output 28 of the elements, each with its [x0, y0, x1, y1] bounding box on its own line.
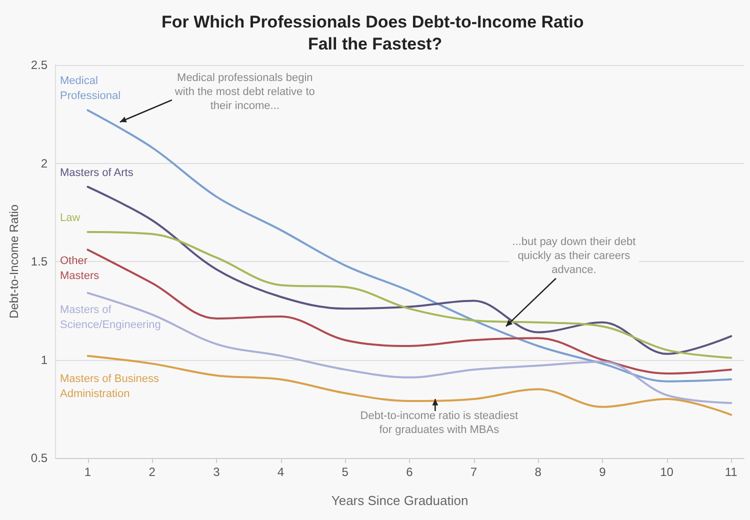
y-tick-label: 2 [40, 156, 48, 170]
y-tick-label: 0.5 [30, 451, 48, 465]
annotation: Medical professionals begin with the most debt relative to their income... [170, 70, 320, 113]
x-tick-label: 2 [148, 465, 156, 479]
x-tick-label: 4 [277, 465, 284, 479]
series-label: Medical Professional [60, 74, 122, 104]
x-tick-label: 11 [724, 465, 738, 479]
chart-title: For Which Professionals Does Debt-to-Income Ratio Fall the Fastest? [162, 12, 588, 54]
y-tick-label: 1 [40, 352, 48, 367]
series-label: Law [60, 211, 80, 226]
series-label: Other Masters [60, 254, 100, 284]
series-label: Masters of Science/Engineering [60, 302, 162, 333]
series-label: Masters of Business Administration [60, 372, 160, 402]
x-tick-label: 6 [406, 465, 414, 479]
x-tick-label: 9 [599, 465, 606, 479]
x-tick-label: 1 [84, 465, 92, 479]
annotation: ...but pay down their debt quickly as their careers advance. [508, 235, 639, 278]
x-axis-title: Years Since Graduation [331, 493, 468, 508]
x-tick-label: 10 [660, 465, 674, 479]
x-tick-label: 8 [534, 465, 542, 479]
x-tick-label: 5 [342, 465, 349, 479]
y-tick-label: 2.5 [30, 58, 48, 72]
y-axis-title: Debt-to-Income Ratio [7, 204, 21, 319]
y-tick-label: 1.5 [30, 254, 48, 268]
annotation: Debt-to-income ratio is steadiest for graduates with MBAs [354, 409, 524, 438]
series-label: Masters of Arts [60, 166, 134, 181]
x-tick-label: 3 [213, 465, 220, 479]
x-tick-label: 7 [470, 465, 478, 479]
